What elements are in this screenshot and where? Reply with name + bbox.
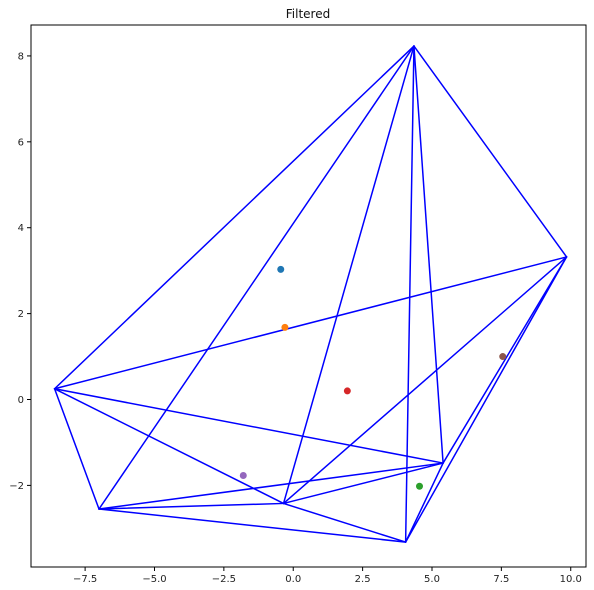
edges-layer <box>53 45 568 543</box>
y-tick-label: 0 <box>18 395 24 406</box>
chart-title: Filtered <box>286 7 330 21</box>
edge-A-B <box>413 45 568 258</box>
data-point-4 <box>499 353 507 361</box>
x-tick-label: 5.0 <box>424 574 440 585</box>
data-point-2 <box>281 323 289 331</box>
x-tick-label: −7.5 <box>73 574 97 585</box>
y-tick-label: 2 <box>18 309 24 320</box>
x-tick-label: 0.0 <box>285 574 301 585</box>
data-point-1 <box>277 265 285 273</box>
x-tick-label: −5.0 <box>142 574 166 585</box>
edge-A-D <box>98 45 415 510</box>
data-point-6 <box>416 482 423 490</box>
x-tick-label: 10.0 <box>560 574 582 585</box>
x-tick-label: −2.5 <box>212 574 236 585</box>
data-point-5 <box>239 472 247 480</box>
edge-E-G <box>282 462 444 505</box>
edge-A-C <box>53 45 415 390</box>
edge-F-G <box>404 462 444 543</box>
edge-D-G <box>98 462 444 510</box>
y-tick-label: 4 <box>18 223 24 234</box>
x-tick-label: 2.5 <box>355 574 371 585</box>
y-tick-label: −2 <box>9 481 24 492</box>
points-layer <box>239 265 507 490</box>
edge-A-F <box>404 45 415 543</box>
plot-area <box>30 24 587 568</box>
edge-B-F <box>404 256 568 543</box>
edge-E-F <box>282 502 407 543</box>
y-tick-label: 6 <box>18 137 24 148</box>
edge-B-G <box>442 256 568 464</box>
edge-D-F <box>98 508 407 543</box>
edge-C-E <box>53 388 285 505</box>
edge-A-G <box>413 45 444 464</box>
edge-A-E <box>282 45 415 505</box>
edge-B-E <box>282 256 568 505</box>
edge-D-E <box>98 502 285 510</box>
x-axis: −7.5 −5.0 −2.5 0.0 2.5 5.0 7.5 10.0 <box>73 567 582 585</box>
edge-B-C <box>53 256 568 390</box>
edge-C-D <box>53 388 100 510</box>
x-tick-label: 7.5 <box>493 574 509 585</box>
y-axis: −2 0 2 4 6 8 <box>9 51 31 492</box>
y-tick-label: 8 <box>18 51 24 62</box>
edge-C-G <box>53 388 444 464</box>
data-point-3 <box>343 387 351 395</box>
